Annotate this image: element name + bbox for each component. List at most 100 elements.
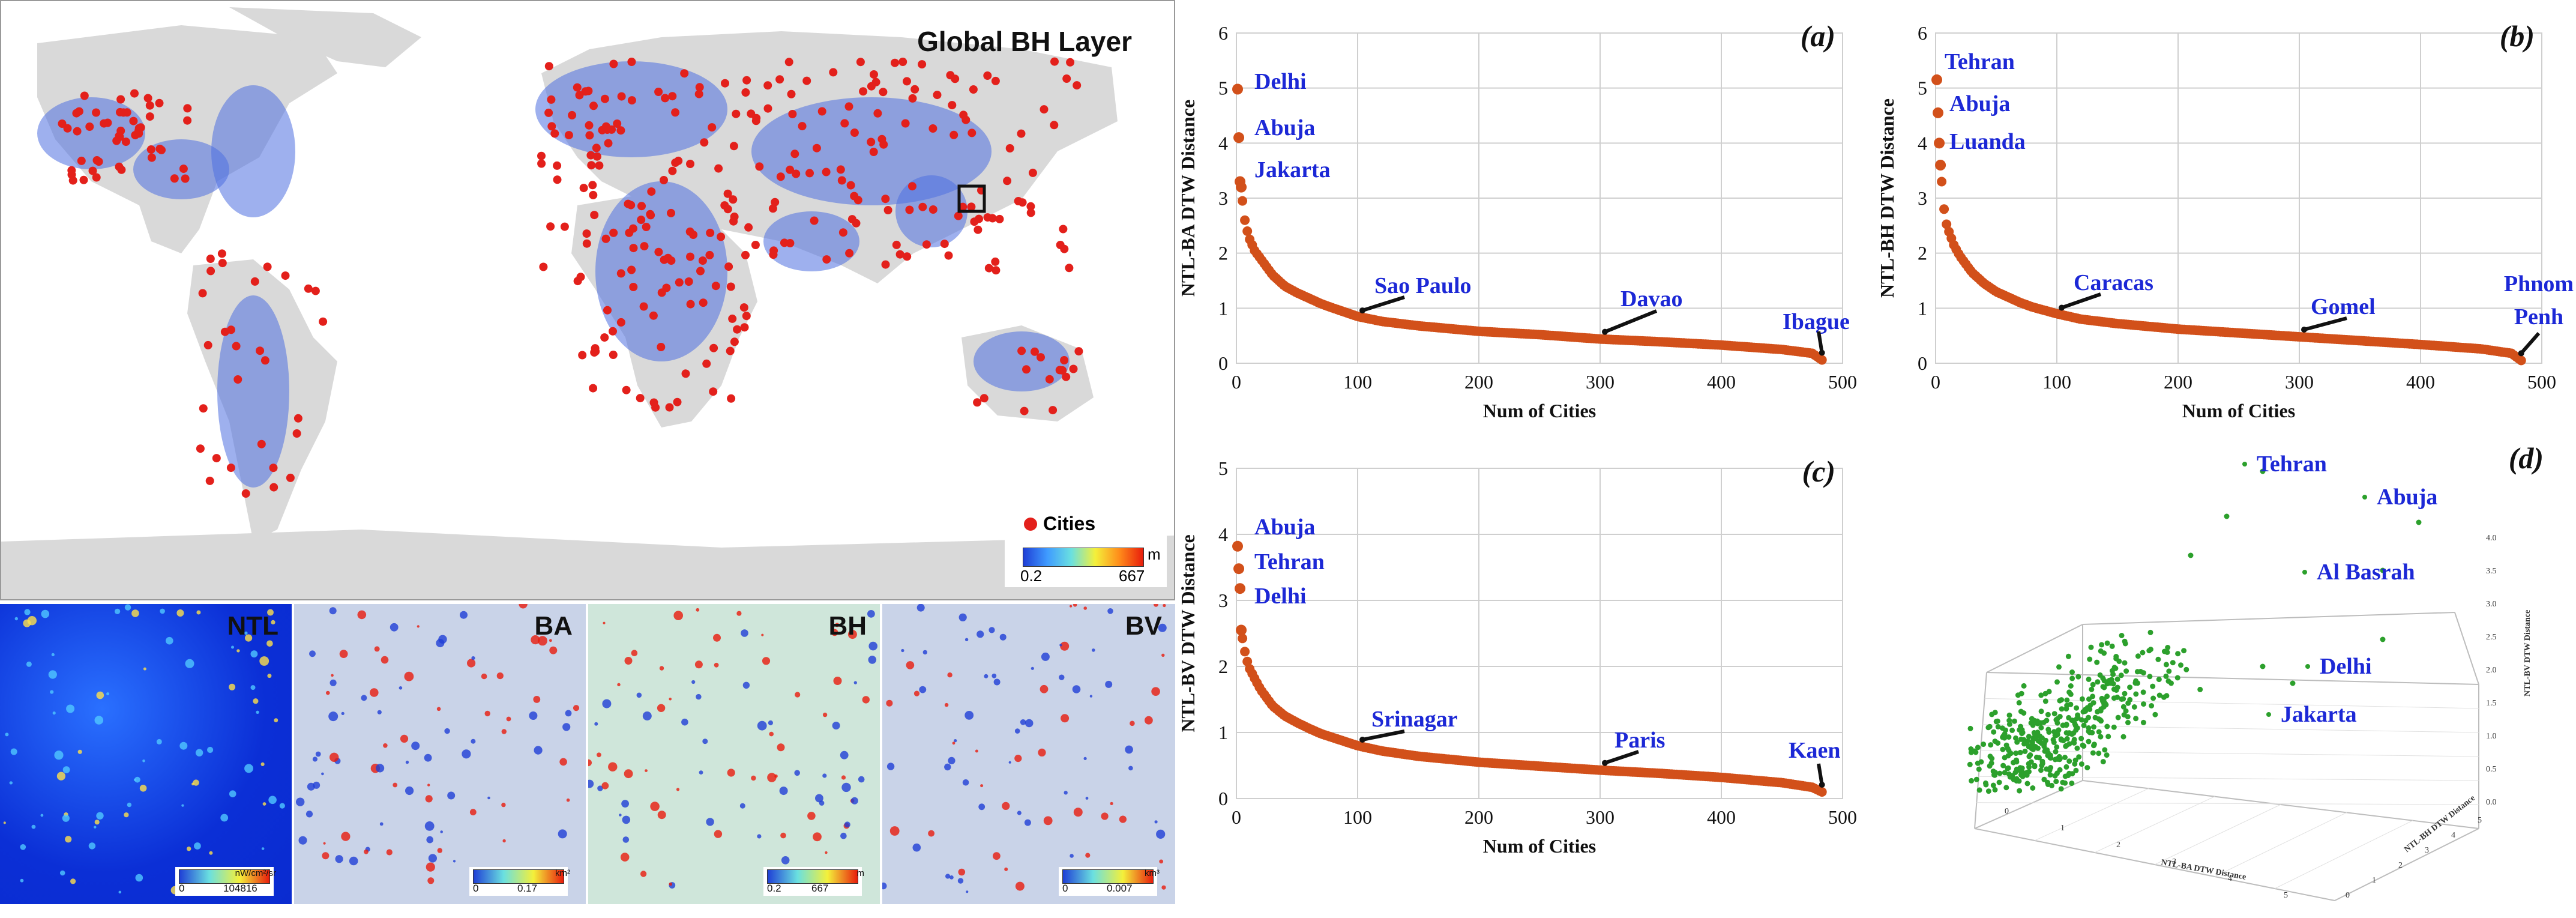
urban-pixel — [597, 752, 601, 758]
urban-pixel — [1073, 604, 1077, 607]
city-annotation: Al Basrah — [2317, 560, 2415, 585]
city-dot — [637, 202, 646, 211]
data-point — [1240, 215, 1250, 225]
plot-frame — [1236, 468, 1843, 799]
data-point — [2170, 660, 2176, 666]
city-dot — [660, 176, 668, 184]
urban-pixel — [271, 620, 275, 624]
urban-pixel — [436, 639, 445, 648]
city-dot — [723, 189, 732, 198]
city-dot — [829, 68, 838, 77]
data-point — [2006, 734, 2012, 740]
data-point — [2095, 679, 2101, 685]
city-dot — [686, 252, 694, 261]
data-point — [1238, 196, 1248, 206]
urban-pixel — [657, 811, 666, 820]
data-point — [1238, 633, 1248, 644]
urban-pixel — [779, 787, 788, 796]
city-dot — [646, 210, 655, 219]
city-dot — [629, 283, 638, 291]
urban-pixel — [220, 814, 229, 822]
urban-pixel — [565, 710, 572, 717]
urban-pixel — [1110, 802, 1113, 805]
data-point — [2161, 694, 2167, 700]
city-dot — [671, 159, 680, 167]
urban-pixel — [519, 604, 528, 609]
urban-pixel — [1130, 720, 1135, 726]
urban-pixel — [947, 672, 952, 678]
city-dot — [292, 429, 301, 438]
data-point — [2516, 355, 2526, 366]
data-point — [2060, 722, 2066, 728]
panel-label: (b) — [2500, 19, 2535, 53]
data-point — [2090, 750, 2096, 756]
urban-pixel — [588, 779, 594, 788]
city-dot — [668, 92, 677, 101]
tile-texture — [882, 604, 1167, 893]
urban-pixel — [727, 769, 735, 777]
urban-pixel — [62, 814, 70, 822]
city-dot — [601, 122, 610, 131]
city-dot — [206, 255, 215, 263]
axis-pane-edge — [2082, 612, 2455, 625]
data-point — [1997, 770, 2003, 776]
data-point — [2133, 678, 2139, 684]
y-tick-label: 1 — [1918, 297, 1927, 319]
city-dot — [850, 128, 859, 137]
city-dot — [616, 269, 625, 278]
urban-pixel — [94, 826, 97, 829]
urban-pixel — [1154, 820, 1158, 824]
data-point — [2101, 650, 2107, 656]
data-point — [2026, 734, 2032, 740]
city-dot — [850, 192, 859, 201]
urban-pixel — [742, 681, 750, 689]
urban-pixel — [858, 776, 865, 783]
urban-pixel — [364, 849, 369, 854]
urban-pixel — [262, 802, 266, 806]
data-point — [2105, 734, 2111, 740]
urban-pixel — [945, 874, 951, 879]
city-dot — [673, 397, 682, 406]
grid-line — [1980, 750, 2479, 757]
bv-scale: km³ 0 0.007 — [1059, 867, 1160, 896]
urban-pixel — [549, 646, 558, 654]
data-point — [2011, 718, 2017, 724]
city-dot — [660, 255, 669, 264]
urban-pixel — [533, 696, 541, 703]
regional-tiles: NTL nW/cm²/sr 0 104816 BA km² 0 0.17 BH … — [0, 604, 1175, 904]
urban-pixel — [597, 785, 603, 791]
city-annotation: Tehran — [1945, 49, 2015, 74]
data-point — [2038, 720, 2044, 726]
urban-pixel — [96, 812, 104, 820]
data-point — [2104, 681, 2110, 687]
city-dot — [1017, 346, 1026, 355]
data-point — [2068, 701, 2074, 707]
z-tick-label: 2.5 — [2486, 633, 2497, 642]
city-dot — [1031, 347, 1039, 356]
data-point — [2122, 638, 2128, 644]
urban-pixel — [1083, 756, 1087, 760]
city-dot — [788, 110, 797, 118]
data-point — [1988, 760, 1994, 766]
data-point — [2134, 669, 2140, 675]
urban-pixel — [992, 673, 997, 678]
city-dot — [573, 277, 582, 286]
city-dot — [846, 181, 855, 190]
urban-pixel — [88, 842, 96, 850]
city-dot — [546, 222, 555, 231]
city-dot — [627, 58, 636, 66]
urban-pixel — [1158, 623, 1167, 632]
urban-pixel — [209, 851, 213, 855]
city-dot — [817, 107, 826, 116]
data-point — [2013, 735, 2018, 741]
data-point — [2118, 672, 2124, 678]
city-dot — [544, 62, 553, 71]
city-dot — [752, 113, 761, 122]
data-point — [2018, 772, 2024, 778]
city-dot — [695, 83, 704, 92]
data-point — [2197, 686, 2203, 692]
x-tick-label: 0 — [1232, 806, 1241, 828]
urban-pixel — [115, 608, 121, 614]
axis-pane-edge — [2454, 612, 2479, 685]
x-tick-label: 300 — [1586, 806, 1615, 828]
